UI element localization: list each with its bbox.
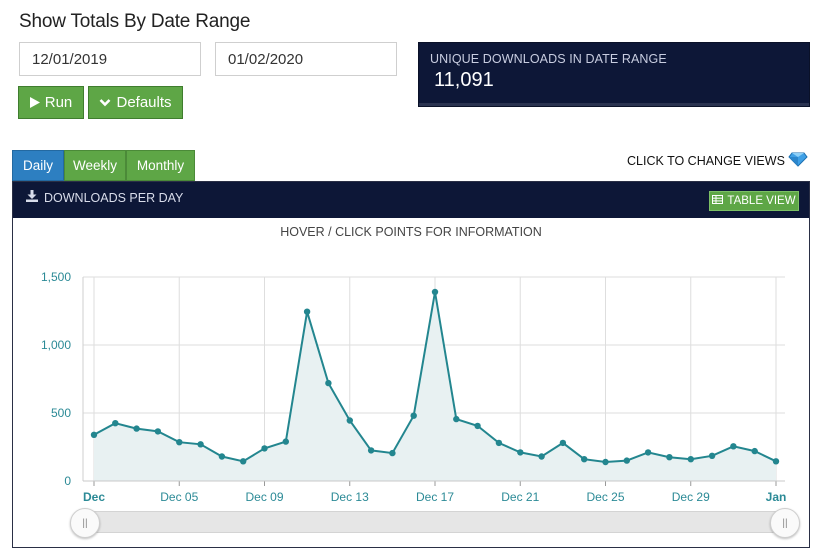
table-icon	[712, 195, 724, 207]
page-title: Show Totals By Date Range	[19, 11, 251, 32]
data-point[interactable]	[751, 447, 758, 455]
x-tick-label: Dec	[83, 490, 105, 502]
data-point[interactable]	[282, 438, 289, 445]
data-point[interactable]	[218, 453, 226, 460]
change-views-hint: CLICK TO CHANGE VIEWS	[627, 151, 808, 170]
data-point[interactable]	[517, 449, 524, 456]
downloads-per-day-panel: DOWNLOADS PER DAY TABLE VIEW HOVER / CLI…	[12, 181, 810, 548]
data-point[interactable]	[154, 428, 162, 435]
data-point[interactable]	[325, 379, 332, 387]
navigator-left-handle[interactable]: ||	[70, 508, 100, 538]
chart-hint: HOVER / CLICK POINTS FOR INFORMATION	[280, 225, 542, 239]
table-view-label: TABLE VIEW	[727, 195, 796, 207]
start-date-input[interactable]	[19, 42, 201, 76]
run-button[interactable]: Run	[18, 86, 84, 119]
downloads-chart: 0 500 1,000 1,500 Dec Dec 05 Dec 09 Dec 13 Dec 1…	[41, 270, 787, 502]
y-tick-label: 500	[51, 406, 71, 420]
change-views-label: CLICK TO CHANGE VIEWS	[627, 153, 785, 168]
y-tick-label: 1,000	[41, 338, 71, 352]
data-point[interactable]	[581, 456, 588, 463]
data-point[interactable]	[431, 288, 439, 296]
data-point[interactable]	[623, 457, 630, 464]
tab-monthly[interactable]: Monthly	[126, 150, 195, 181]
unique-downloads-box: UNIQUE DOWNLOADS IN DATE RANGE 11,091	[418, 42, 810, 107]
diamond-icon	[788, 151, 808, 170]
data-point[interactable]	[538, 453, 545, 460]
data-point[interactable]	[772, 458, 780, 465]
x-tick-label: Dec 09	[245, 490, 283, 502]
y-tick-label: 0	[64, 474, 71, 488]
navigator-right-handle[interactable]: ||	[770, 508, 800, 538]
data-point[interactable]	[495, 439, 503, 447]
data-point[interactable]	[708, 452, 716, 459]
data-point[interactable]	[453, 415, 460, 423]
data-point[interactable]	[389, 449, 396, 457]
panel-title: DOWNLOADS PER DAY	[26, 190, 183, 205]
data-point[interactable]	[133, 425, 140, 432]
download-icon	[26, 190, 38, 205]
data-point[interactable]	[240, 458, 247, 465]
play-icon	[29, 97, 40, 108]
x-tick-label: Dec 29	[672, 490, 710, 502]
data-point[interactable]	[687, 456, 694, 463]
data-point[interactable]	[176, 439, 183, 446]
data-point[interactable]	[197, 441, 204, 448]
data-point[interactable]	[367, 447, 375, 454]
x-tick-label: Dec 13	[331, 490, 369, 502]
defaults-button-label: Defaults	[116, 94, 172, 111]
x-tick-label: Dec 17	[416, 490, 454, 502]
tab-weekly[interactable]: Weekly	[64, 150, 126, 181]
defaults-button[interactable]: Defaults	[88, 86, 183, 119]
unique-downloads-label: UNIQUE DOWNLOADS IN DATE RANGE	[430, 52, 667, 66]
data-point[interactable]	[410, 412, 417, 419]
x-tick-label: Jan	[766, 490, 787, 502]
x-tick-label: Dec 25	[586, 490, 624, 502]
chevron-down-icon	[99, 98, 111, 107]
x-tick-label: Dec 21	[501, 490, 539, 502]
navigator-track[interactable]	[85, 511, 785, 533]
data-point[interactable]	[666, 454, 673, 461]
data-point[interactable]	[730, 443, 737, 450]
data-point[interactable]	[261, 445, 268, 452]
series-area	[94, 292, 776, 481]
tab-daily[interactable]: Daily	[12, 150, 64, 181]
data-point[interactable]	[90, 431, 98, 438]
x-tick-label: Dec 05	[160, 490, 198, 502]
table-view-button[interactable]: TABLE VIEW	[709, 191, 799, 211]
data-point[interactable]	[602, 458, 609, 466]
panel-title-label: DOWNLOADS PER DAY	[44, 190, 184, 205]
y-tick-label: 1,500	[41, 270, 71, 284]
data-point[interactable]	[346, 417, 353, 424]
data-point[interactable]	[474, 422, 481, 430]
unique-downloads-value: 11,091	[434, 69, 494, 91]
data-point[interactable]	[559, 439, 567, 447]
panel-header: DOWNLOADS PER DAY TABLE VIEW	[13, 182, 809, 218]
run-button-label: Run	[44, 94, 73, 111]
data-point[interactable]	[112, 420, 119, 427]
end-date-input[interactable]	[215, 42, 397, 76]
data-point[interactable]	[644, 449, 652, 456]
data-point[interactable]	[303, 308, 311, 315]
